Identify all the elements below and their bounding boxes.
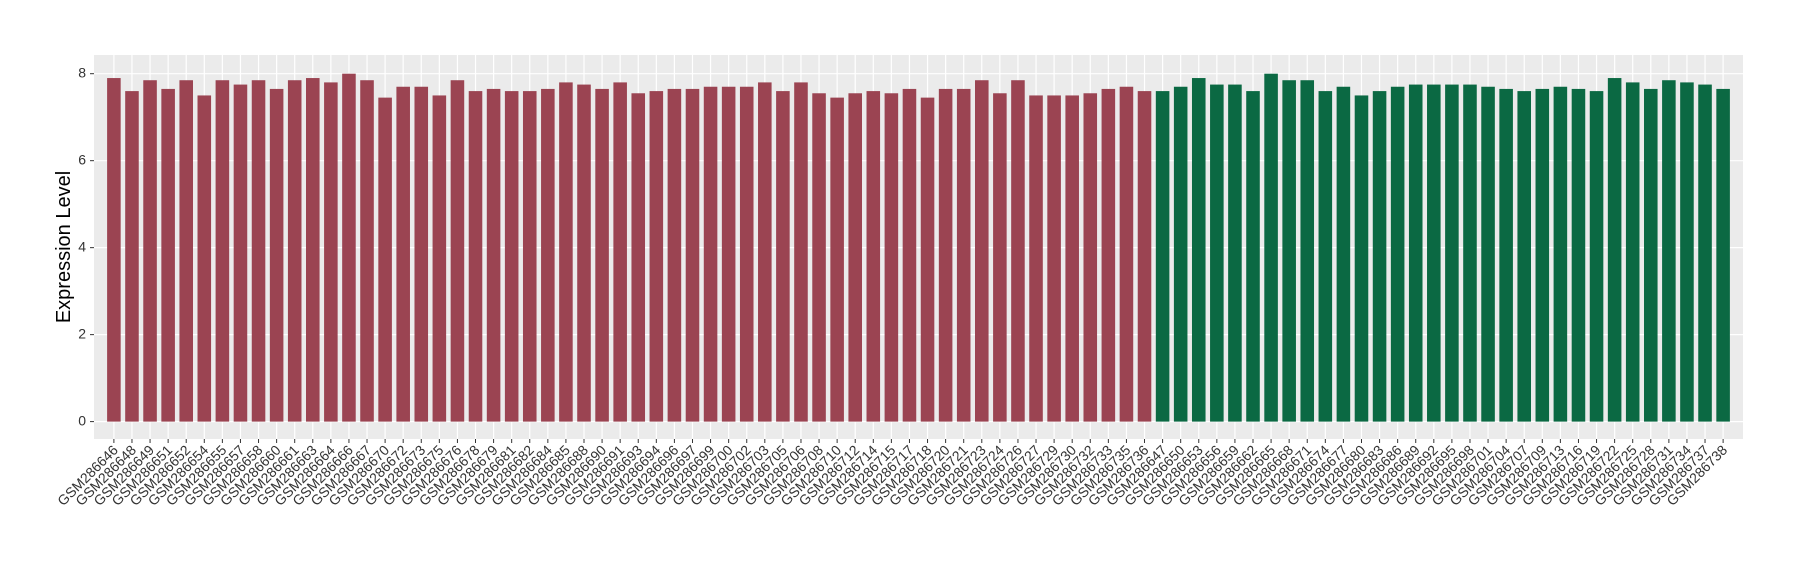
bar <box>342 73 356 422</box>
bar <box>1625 82 1640 422</box>
y-tick-label: 8 <box>78 64 86 80</box>
bar <box>577 84 591 422</box>
bar <box>450 80 465 422</box>
bar <box>794 82 808 422</box>
bar <box>378 97 392 422</box>
bar <box>396 86 410 422</box>
bar <box>703 86 718 422</box>
bar <box>1553 86 1568 422</box>
bar <box>993 93 1007 422</box>
bar <box>1408 84 1423 422</box>
bar <box>975 80 989 422</box>
bar <box>1282 80 1296 422</box>
y-axis-title: Expression Level <box>53 171 75 323</box>
plot-panel <box>94 55 1743 439</box>
bar <box>848 93 862 422</box>
bar <box>125 91 139 422</box>
bar <box>360 80 374 422</box>
bar <box>1029 95 1043 422</box>
bar <box>1047 95 1061 422</box>
bar <box>1300 80 1315 422</box>
bar <box>269 88 284 422</box>
bar <box>902 88 917 422</box>
bar <box>1463 84 1477 422</box>
bar <box>559 82 573 422</box>
bar <box>1354 95 1369 422</box>
bar <box>595 88 609 422</box>
bar <box>215 80 230 422</box>
bar <box>812 93 826 422</box>
bar <box>649 91 664 422</box>
bar <box>1119 86 1134 422</box>
bar <box>1680 82 1694 422</box>
bar <box>1390 86 1405 422</box>
bar <box>1083 93 1098 422</box>
bar <box>739 86 754 422</box>
bar <box>1101 88 1116 422</box>
bar <box>179 80 193 422</box>
bar <box>1445 84 1459 422</box>
bar <box>1662 80 1676 422</box>
bar <box>1481 86 1495 422</box>
bar <box>324 82 338 422</box>
bar <box>522 91 537 422</box>
bar <box>1318 91 1333 422</box>
bar <box>685 88 700 422</box>
bar <box>504 91 519 422</box>
bar <box>920 97 935 422</box>
bar <box>161 88 175 422</box>
bar <box>1155 91 1170 422</box>
bar <box>1698 84 1712 422</box>
bar <box>1716 88 1730 422</box>
bar <box>287 80 302 422</box>
bar <box>1336 86 1351 422</box>
bar <box>830 97 844 422</box>
bar <box>667 88 682 422</box>
bar <box>776 91 790 422</box>
bar <box>1173 86 1188 422</box>
bar <box>251 80 266 422</box>
y-tick-label: 2 <box>78 325 86 341</box>
bar <box>956 88 971 422</box>
bar <box>414 86 429 422</box>
bar <box>233 84 248 422</box>
bar <box>468 91 483 422</box>
bar <box>1065 95 1079 422</box>
bar <box>197 95 212 422</box>
bar <box>884 93 899 422</box>
bar <box>1427 84 1441 422</box>
y-tick-label: 4 <box>78 238 86 254</box>
bar <box>1571 88 1586 422</box>
bar <box>1191 78 1206 422</box>
bar <box>541 88 555 422</box>
y-tick-label: 6 <box>78 151 86 167</box>
bar <box>1372 91 1387 422</box>
bar <box>486 88 501 422</box>
bar <box>758 82 772 422</box>
bar <box>1607 78 1622 422</box>
bar <box>1535 88 1550 422</box>
bar <box>1011 80 1025 422</box>
bar <box>1517 91 1531 422</box>
bar <box>432 95 447 422</box>
bar <box>938 88 953 422</box>
bar <box>1264 73 1278 422</box>
bar <box>107 78 121 422</box>
bar <box>1644 88 1658 422</box>
y-tick-label: 0 <box>78 412 86 428</box>
bar <box>1210 84 1224 422</box>
bar <box>631 93 646 422</box>
bar <box>1499 88 1513 422</box>
bar <box>1589 91 1604 422</box>
bar <box>306 78 320 422</box>
bar <box>866 91 881 422</box>
bar <box>1246 91 1260 422</box>
bar <box>613 82 627 422</box>
bar <box>1137 91 1152 422</box>
bar <box>1228 84 1242 422</box>
bar <box>721 86 736 422</box>
bar <box>143 80 157 422</box>
